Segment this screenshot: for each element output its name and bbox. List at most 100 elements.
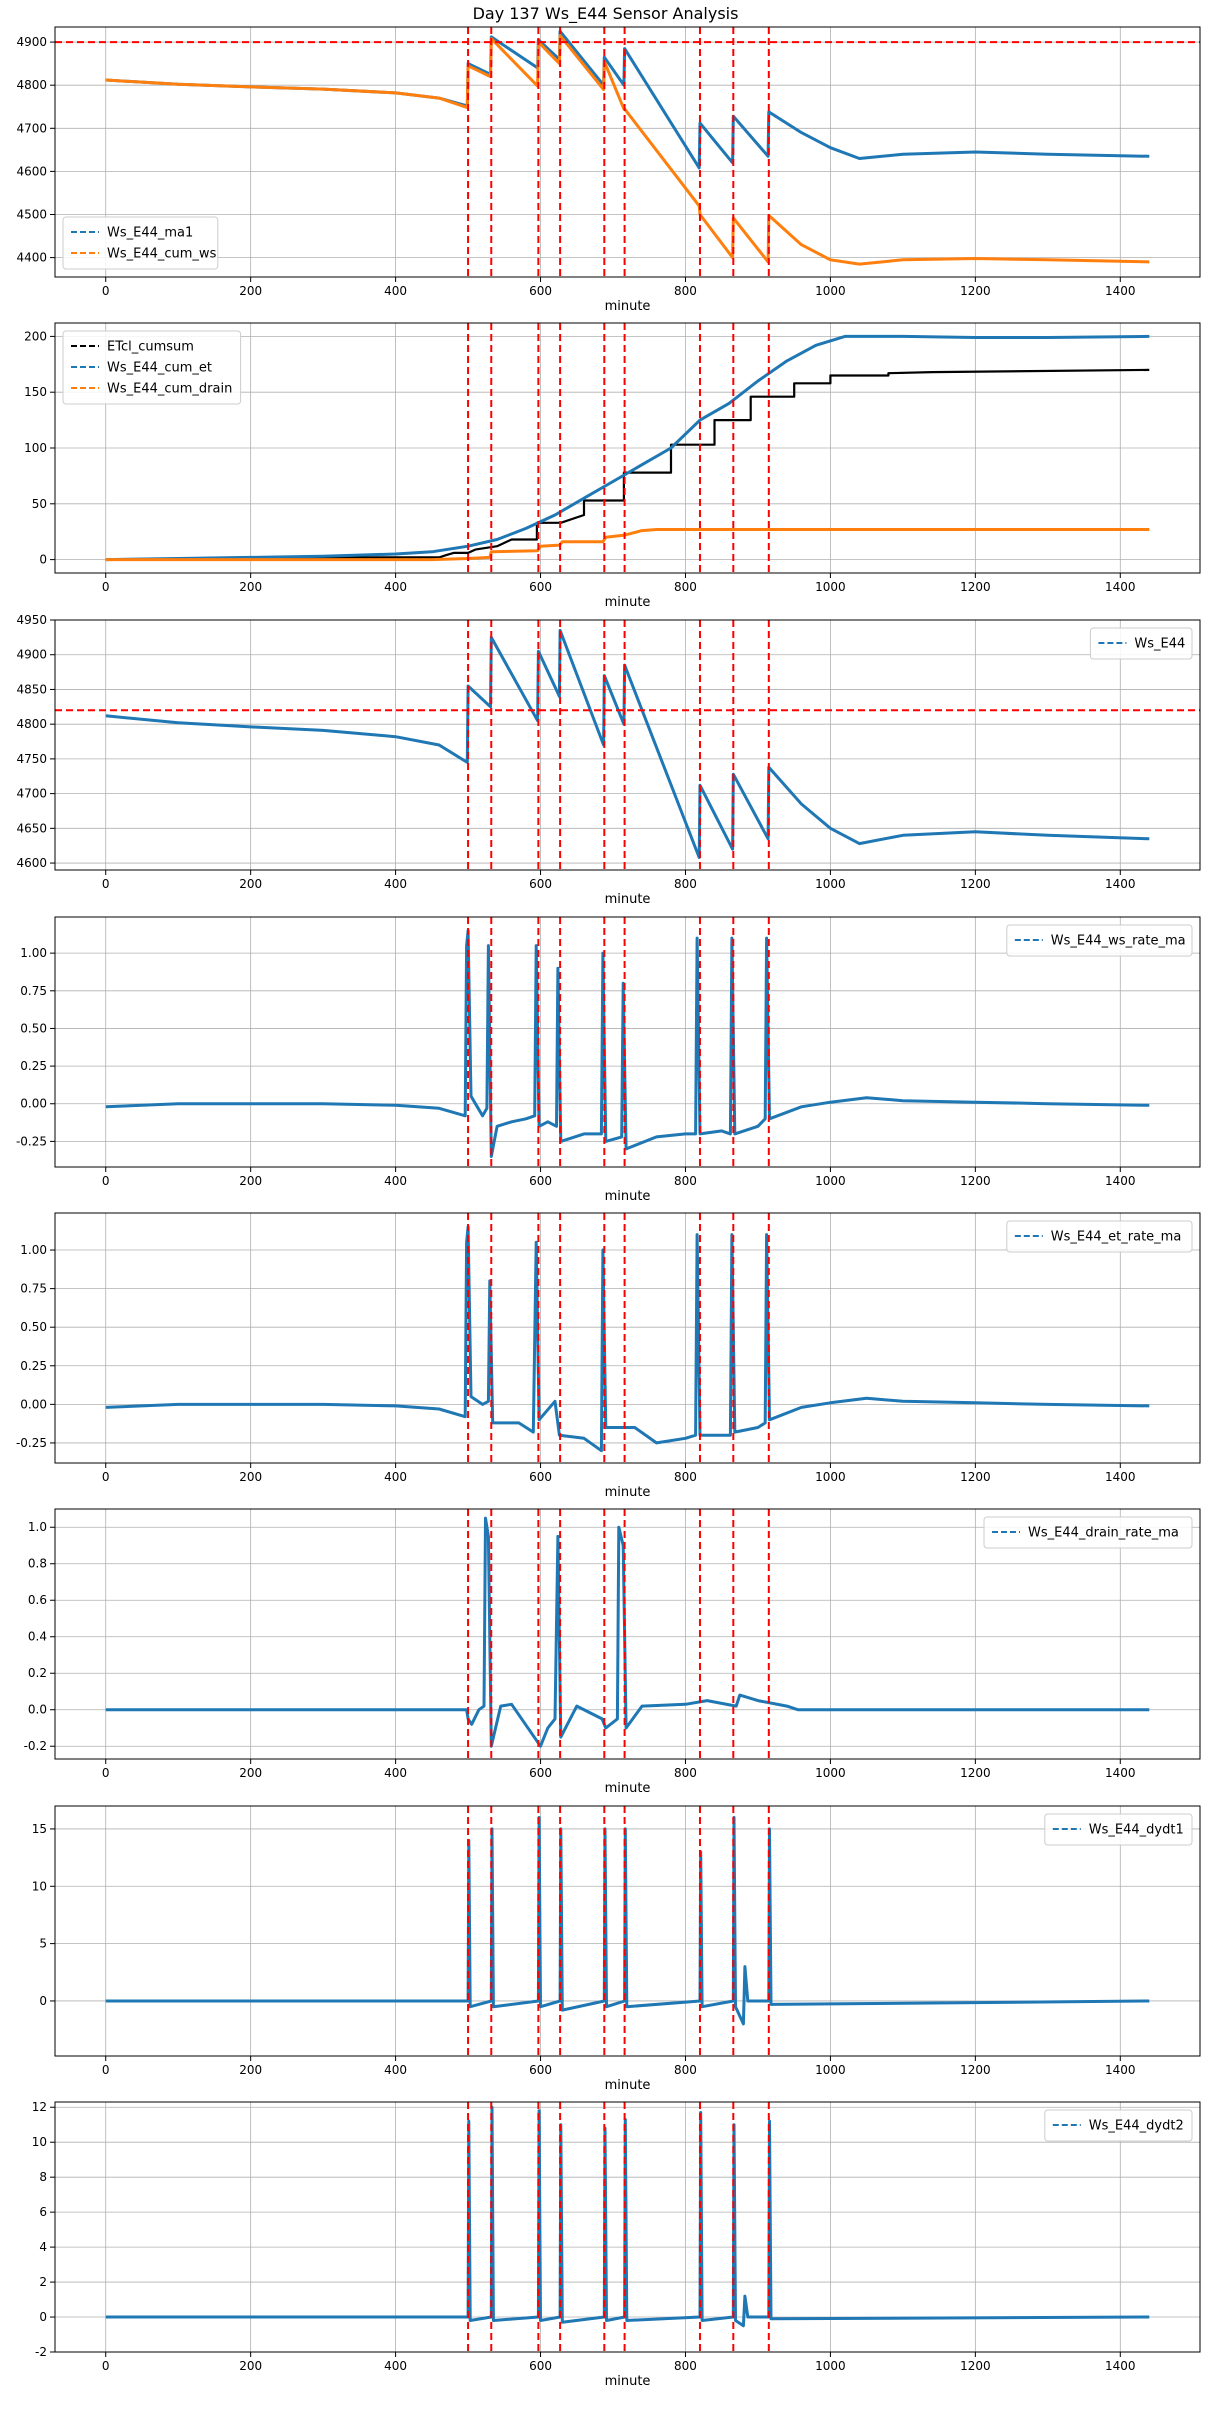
y-tick-label: 0.75 [20, 984, 47, 998]
x-tick-label: 1200 [960, 2359, 991, 2373]
x-tick-label: 1000 [815, 1766, 846, 1780]
y-tick-label: 4800 [16, 78, 47, 92]
y-tick-label: 4700 [16, 121, 47, 135]
x-tick-label: 1400 [1105, 1470, 1136, 1484]
x-tick-label: 600 [529, 1766, 552, 1780]
y-tick-label: 4 [39, 2240, 47, 2254]
x-tick-label: 600 [529, 580, 552, 594]
y-tick-label: 0.8 [28, 1557, 47, 1571]
y-tick-label: 0 [39, 553, 47, 567]
x-tick-label: 1000 [815, 1174, 846, 1188]
y-tick-label: 10 [32, 1879, 47, 1893]
x-tick-label: 0 [102, 1766, 110, 1780]
x-tick-label: 400 [384, 877, 407, 891]
y-tick-label: 0 [39, 2310, 47, 2324]
x-tick-label: 1200 [960, 284, 991, 298]
legend-label: Ws_E44_cum_ws [107, 247, 217, 262]
x-tick-label: 1000 [815, 2359, 846, 2373]
series-line-Ws_E44_dydt1 [105, 1816, 1150, 2026]
y-tick-label: 4750 [16, 752, 47, 766]
x-tick-label: 600 [529, 877, 552, 891]
x-tick-label: 0 [102, 877, 110, 891]
x-tick-label: 0 [102, 284, 110, 298]
x-tick-label: 200 [239, 1766, 262, 1780]
series-line-ETcl_cumsum [105, 368, 1150, 561]
y-tick-label: 4950 [16, 613, 47, 627]
y-tick-label: 50 [32, 497, 47, 511]
x-tick-label: 800 [674, 1470, 697, 1484]
legend-box [1044, 1813, 1193, 1846]
x-tick-label: 400 [384, 284, 407, 298]
y-tick-label: 8 [39, 2170, 47, 2184]
y-tick-label: 12 [32, 2100, 47, 2114]
legend: Ws_E44_ws_rate_ma [1006, 924, 1193, 957]
x-tick-label: 200 [239, 1174, 262, 1188]
x-tick-label: 400 [384, 580, 407, 594]
legend: Ws_E44 [1089, 627, 1193, 660]
y-tick-label: 0.00 [20, 1097, 47, 1111]
legend: ETcl_cumsum Ws_E44_cum_et Ws_E44_cum_drain [62, 330, 242, 405]
x-tick-label: 200 [239, 2063, 262, 2077]
legend-label: Ws_E44_dydt2 [1089, 2119, 1184, 2134]
x-tick-label: 1200 [960, 877, 991, 891]
x-tick-label: 600 [529, 284, 552, 298]
plot-area [105, 1509, 1150, 1759]
plot-area [105, 323, 1150, 573]
x-tick-label: 1000 [815, 1470, 846, 1484]
axes-frame [54, 916, 1201, 1168]
y-tick-label: 0.50 [20, 1320, 47, 1334]
x-tick-label: 800 [674, 877, 697, 891]
axes-frame [54, 1805, 1201, 2057]
series-line-Ws_E44 [105, 628, 1150, 859]
y-tick-label: -0.25 [16, 1134, 47, 1148]
x-tick-label: 800 [674, 284, 697, 298]
x-tick-label: 800 [674, 1766, 697, 1780]
x-tick-label: 0 [102, 2063, 110, 2077]
legend-label: Ws_E44_ws_rate_ma [1051, 934, 1186, 949]
x-tick-label: 800 [674, 580, 697, 594]
legend-box [983, 1516, 1193, 1549]
x-axis-label: minute [605, 1485, 651, 1500]
y-tick-label: 4600 [16, 164, 47, 178]
x-axis-label: minute [605, 2374, 651, 2389]
y-tick-label: 4850 [16, 682, 47, 696]
y-tick-label: 150 [24, 385, 47, 399]
plot-area [105, 1806, 1150, 2056]
x-tick-label: 1000 [815, 877, 846, 891]
y-tick-label: 4900 [16, 648, 47, 662]
subplot-5: 0 200 400 600 800 1000 1200 1400 -0.25 0.00 0.25 0.… [16, 1212, 1201, 1500]
x-tick-label: 1000 [815, 2063, 846, 2077]
x-tick-label: 1200 [960, 2063, 991, 2077]
x-axis-label: minute [605, 1189, 651, 1204]
x-tick-label: 200 [239, 2359, 262, 2373]
y-tick-label: 200 [24, 329, 47, 343]
series-line-Ws_E44_ma1 [105, 29, 1150, 170]
x-tick-label: 1000 [815, 284, 846, 298]
x-axis-label: minute [605, 595, 651, 610]
x-axis-label: minute [605, 299, 651, 314]
series-line-Ws_E44_cum_et [105, 334, 1150, 562]
legend-label: Ws_E44_drain_rate_ma [1028, 1526, 1179, 1541]
x-tick-label: 600 [529, 2359, 552, 2373]
y-tick-label: 0.25 [20, 1359, 47, 1373]
x-tick-label: 400 [384, 2063, 407, 2077]
y-tick-label: 10 [32, 2135, 47, 2149]
x-tick-label: 800 [674, 2359, 697, 2373]
x-tick-label: 1400 [1105, 1174, 1136, 1188]
y-tick-label: 6 [39, 2205, 47, 2219]
series-line-Ws_E44_et_rate_ma [105, 1225, 1150, 1453]
x-tick-label: 400 [384, 1766, 407, 1780]
legend-box [1089, 627, 1193, 660]
y-tick-label: 0.50 [20, 1021, 47, 1035]
y-tick-label: 4400 [16, 251, 47, 265]
x-tick-label: 1400 [1105, 877, 1136, 891]
legend-label: Ws_E44_cum_et [107, 361, 212, 376]
x-tick-label: 600 [529, 2063, 552, 2077]
x-tick-label: 1400 [1105, 580, 1136, 594]
legend: Ws_E44_drain_rate_ma [983, 1516, 1193, 1549]
x-tick-label: 0 [102, 1470, 110, 1484]
y-tick-label: 0.00 [20, 1397, 47, 1411]
legend-label: Ws_E44_et_rate_ma [1051, 1230, 1182, 1245]
x-tick-label: 1200 [960, 1174, 991, 1188]
